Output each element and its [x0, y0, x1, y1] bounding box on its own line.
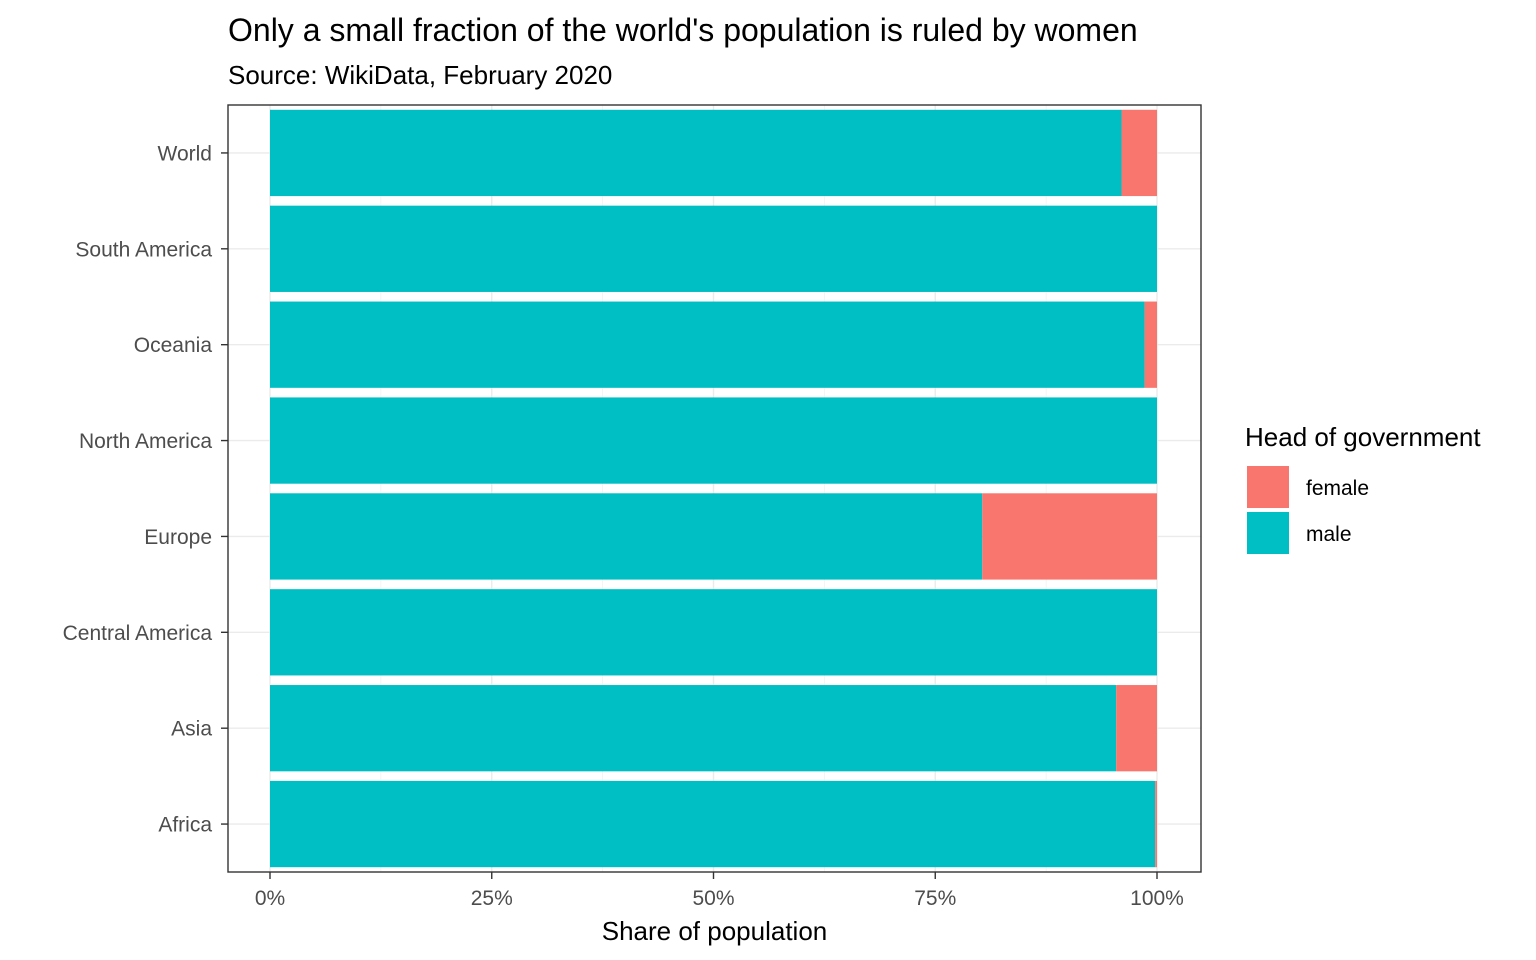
panel-border [227, 104, 1202, 873]
bar-male-europe [270, 493, 983, 580]
bar-male-oceania [270, 301, 1145, 388]
legend-label-female: female [1306, 477, 1369, 500]
x-tick-label: 0% [255, 887, 285, 910]
bar-female-world [1121, 109, 1157, 197]
x-axis: 0% 25% 50% 75% 100% [255, 872, 1184, 910]
bar-male-north-america [270, 397, 1157, 484]
y-tick-label: Africa [158, 814, 212, 837]
legend-label-male: male [1306, 523, 1352, 546]
y-tick-label: South America [75, 238, 212, 261]
bar-female-europe [982, 493, 1157, 580]
y-tick-label: North America [79, 430, 212, 453]
x-axis-label: Share of population [602, 916, 828, 946]
chart-title: Only a small fraction of the world's pop… [228, 12, 1138, 48]
y-tick-label: Central America [63, 622, 213, 645]
chart-subtitle: Source: WikiData, February 2020 [228, 60, 612, 90]
y-tick-label: Oceania [134, 334, 213, 357]
bars [270, 109, 1157, 868]
x-tick-label: 25% [471, 887, 513, 910]
legend-key-male [1247, 512, 1289, 554]
bar-male-africa [270, 780, 1156, 868]
bar-female-africa [1155, 780, 1157, 868]
y-tick-label: Europe [144, 526, 212, 549]
bar-female-oceania [1144, 301, 1157, 388]
legend-key-female [1247, 466, 1289, 508]
legend-items: female male [1247, 466, 1369, 554]
legend-title: Head of government [1245, 422, 1481, 452]
x-tick-label: 50% [692, 887, 734, 910]
bar-male-asia [270, 685, 1117, 772]
bar-male-world [270, 109, 1122, 197]
bar-male-central-america [270, 589, 1157, 676]
legend: Head of government female male [1245, 422, 1481, 554]
y-tick-label: World [158, 142, 212, 165]
x-tick-label: 75% [914, 887, 956, 910]
x-tick-label: 100% [1130, 887, 1184, 910]
y-axis: World South America Oceania North America Eu… [63, 142, 228, 837]
bar-female-asia [1116, 685, 1157, 772]
bar-male-south-america [270, 205, 1157, 292]
y-tick-label: Asia [171, 718, 212, 741]
